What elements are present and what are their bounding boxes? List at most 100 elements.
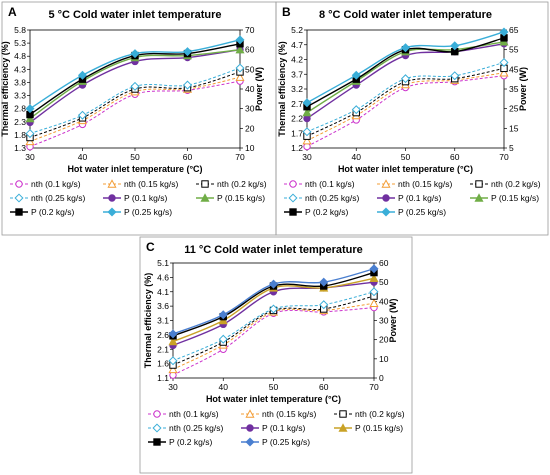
y-tick-label: 5.2 bbox=[291, 25, 303, 35]
y-tick-label: 4.1 bbox=[157, 287, 169, 297]
legend-item: nth (0.25 kg/s) bbox=[148, 423, 224, 433]
y2-axis-title: Power (W) bbox=[254, 67, 264, 111]
data-point bbox=[499, 27, 509, 37]
legend-swatch-marker bbox=[153, 438, 161, 446]
legend-swatch-marker bbox=[246, 424, 254, 432]
chart-title: 8 °C Cold water inlet temperature bbox=[319, 9, 492, 21]
legend-item: P (0.25 kg/s) bbox=[241, 437, 310, 447]
legend-item: P (0.1 kg/s) bbox=[377, 193, 441, 203]
x-tick-label: 40 bbox=[219, 382, 229, 392]
series-line bbox=[306, 31, 505, 104]
data-point bbox=[168, 336, 178, 346]
y-tick-label: 2.3 bbox=[14, 117, 26, 127]
x-tick-label: 60 bbox=[183, 152, 193, 162]
data-point bbox=[168, 329, 178, 339]
y-tick-label: 1.6 bbox=[157, 359, 169, 369]
legend-item: nth (0.1 kg/s) bbox=[284, 179, 355, 189]
y2-tick-label: 60 bbox=[379, 258, 389, 268]
legend-label: nth (0.15 kg/s) bbox=[398, 179, 453, 189]
legend-item: nth (0.2 kg/s) bbox=[196, 179, 267, 189]
panel-frame bbox=[275, 1, 549, 236]
y-tick-label: 2.2 bbox=[291, 114, 303, 124]
y-tick-label: 3.1 bbox=[157, 316, 169, 326]
data-point bbox=[319, 300, 329, 310]
data-point bbox=[400, 74, 411, 84]
data-point bbox=[319, 277, 329, 287]
y-axis-title: Thermal efficiency (%) bbox=[277, 41, 287, 137]
y2-tick-label: 65 bbox=[509, 25, 519, 35]
x-tick-label: 60 bbox=[319, 382, 329, 392]
legend-label: P (0.1 kg/s) bbox=[262, 423, 305, 433]
legend-label: P (0.15 kg/s) bbox=[355, 423, 403, 433]
legend-swatch-marker bbox=[153, 410, 161, 418]
y2-tick-label: 35 bbox=[509, 84, 519, 94]
legend-item: P (0.15 kg/s) bbox=[334, 423, 403, 433]
y-tick-label: 2.7 bbox=[291, 99, 303, 109]
legend-label: nth (0.2 kg/s) bbox=[355, 409, 405, 419]
legend-label: nth (0.1 kg/s) bbox=[305, 179, 355, 189]
y-tick-label: 4.3 bbox=[14, 64, 26, 74]
data-point bbox=[218, 334, 228, 344]
legend-item: nth (0.1 kg/s) bbox=[10, 179, 81, 189]
y2-tick-label: 30 bbox=[379, 316, 389, 326]
data-point bbox=[25, 129, 35, 139]
y2-axis-title: Power (W) bbox=[388, 298, 398, 342]
x-tick-label: 40 bbox=[352, 152, 362, 162]
y2-tick-label: 30 bbox=[245, 104, 255, 114]
data-point bbox=[130, 49, 140, 59]
x-axis-title: Hot water inlet temperature (°C) bbox=[206, 394, 341, 404]
legend-item: P (0.2 kg/s) bbox=[284, 207, 348, 217]
legend-swatch-marker bbox=[107, 207, 117, 217]
legend-item: nth (0.15 kg/s) bbox=[377, 179, 453, 189]
series-line bbox=[172, 268, 375, 335]
data-point bbox=[351, 70, 361, 80]
x-tick-label: 70 bbox=[369, 382, 379, 392]
legend-swatch-marker bbox=[200, 193, 210, 202]
data-point bbox=[499, 57, 509, 67]
legend-swatch-marker bbox=[474, 193, 484, 202]
y-tick-label: 3.7 bbox=[291, 69, 303, 79]
y2-tick-label: 50 bbox=[379, 277, 389, 287]
legend-swatch-marker bbox=[245, 409, 255, 418]
y-tick-label: 5.1 bbox=[157, 258, 169, 268]
legend-item: P (0.2 kg/s) bbox=[10, 207, 74, 217]
legend-swatch-marker bbox=[339, 410, 347, 418]
y-axis-title: Thermal efficiency (%) bbox=[143, 273, 153, 369]
y2-tick-label: 20 bbox=[379, 335, 389, 345]
legend-swatch-marker bbox=[338, 423, 348, 432]
legend-item: P (0.25 kg/s) bbox=[377, 207, 446, 217]
legend-item: nth (0.25 kg/s) bbox=[10, 193, 86, 203]
y-tick-label: 3.8 bbox=[14, 77, 26, 87]
panel-frame bbox=[139, 236, 413, 474]
data-point bbox=[168, 356, 178, 366]
data-point bbox=[450, 71, 460, 81]
data-point bbox=[218, 310, 228, 320]
legend-swatch-marker bbox=[108, 194, 116, 202]
legend-label: P (0.1 kg/s) bbox=[124, 193, 167, 203]
legend-swatch-marker bbox=[475, 180, 483, 188]
data-point bbox=[235, 72, 245, 81]
series-3 bbox=[302, 57, 509, 137]
legend-swatch-marker bbox=[381, 179, 391, 188]
y-tick-label: 3.3 bbox=[14, 91, 26, 101]
series-line bbox=[29, 67, 241, 135]
data-point bbox=[182, 80, 193, 90]
data-point bbox=[369, 264, 379, 274]
x-tick-label: 70 bbox=[499, 152, 509, 162]
data-point bbox=[235, 44, 245, 54]
y2-tick-label: 5 bbox=[509, 143, 514, 153]
panel-label: C bbox=[146, 240, 155, 254]
legend-label: nth (0.25 kg/s) bbox=[31, 193, 86, 203]
panel-C: C 11 °C Cold water inlet temperature 1.1 1.… bbox=[139, 236, 413, 474]
legend-label: nth (0.1 kg/s) bbox=[169, 409, 219, 419]
y-tick-label: 2.6 bbox=[157, 330, 169, 340]
x-tick-label: 60 bbox=[450, 152, 460, 162]
data-point bbox=[235, 63, 245, 73]
data-point bbox=[130, 81, 140, 91]
y-tick-label: 1.1 bbox=[157, 373, 169, 383]
x-tick-label: 50 bbox=[269, 382, 279, 392]
legend-item: P (0.25 kg/s) bbox=[103, 207, 172, 217]
legend-swatch-marker bbox=[15, 180, 23, 188]
legend-item: nth (0.15 kg/s) bbox=[103, 179, 179, 189]
series-line bbox=[172, 295, 375, 366]
